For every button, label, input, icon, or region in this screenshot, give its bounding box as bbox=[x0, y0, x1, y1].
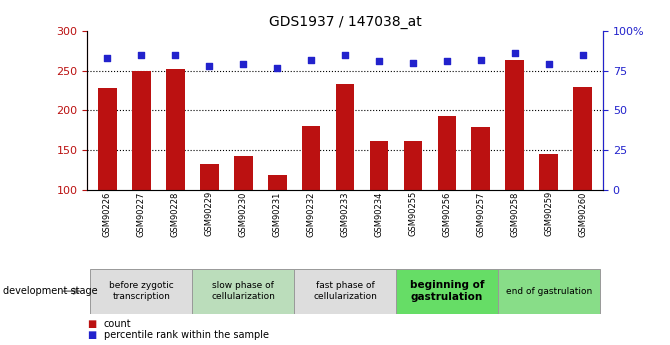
Point bbox=[238, 62, 249, 67]
Text: fast phase of
cellularization: fast phase of cellularization bbox=[313, 281, 377, 301]
Text: ■: ■ bbox=[87, 319, 96, 329]
Point bbox=[578, 52, 588, 58]
Bar bbox=[90, 269, 192, 314]
Bar bbox=[539, 154, 558, 190]
Point bbox=[407, 60, 418, 66]
Bar bbox=[132, 71, 151, 190]
Bar bbox=[505, 60, 524, 190]
Bar bbox=[98, 88, 117, 190]
Text: end of gastrulation: end of gastrulation bbox=[506, 287, 592, 296]
Point bbox=[543, 62, 554, 67]
Point bbox=[442, 58, 452, 64]
Point bbox=[136, 52, 147, 58]
Point bbox=[170, 52, 181, 58]
Text: beginning of
gastrulation: beginning of gastrulation bbox=[409, 280, 484, 302]
Bar bbox=[192, 269, 294, 314]
Bar bbox=[370, 140, 389, 190]
Text: before zygotic
transcription: before zygotic transcription bbox=[109, 281, 174, 301]
Point bbox=[476, 57, 486, 62]
Text: count: count bbox=[104, 319, 131, 329]
Bar bbox=[574, 87, 592, 190]
Point bbox=[340, 52, 350, 58]
Point bbox=[374, 58, 385, 64]
Text: development stage: development stage bbox=[3, 286, 98, 296]
Point bbox=[509, 50, 520, 56]
Bar bbox=[166, 69, 185, 190]
Bar bbox=[396, 269, 498, 314]
Bar bbox=[294, 269, 396, 314]
Bar bbox=[498, 269, 600, 314]
Bar bbox=[302, 126, 320, 190]
Text: ■: ■ bbox=[87, 330, 96, 339]
Text: percentile rank within the sample: percentile rank within the sample bbox=[104, 330, 269, 339]
Bar bbox=[200, 164, 218, 190]
Point bbox=[306, 57, 316, 62]
Bar bbox=[336, 84, 354, 190]
Bar bbox=[472, 127, 490, 190]
Bar bbox=[403, 141, 422, 190]
Point bbox=[102, 55, 113, 61]
Bar bbox=[268, 175, 287, 190]
Text: slow phase of
cellularization: slow phase of cellularization bbox=[211, 281, 275, 301]
Bar bbox=[234, 156, 253, 190]
Point bbox=[204, 63, 214, 69]
Point bbox=[272, 65, 283, 70]
Title: GDS1937 / 147038_at: GDS1937 / 147038_at bbox=[269, 14, 421, 29]
Bar bbox=[438, 116, 456, 190]
